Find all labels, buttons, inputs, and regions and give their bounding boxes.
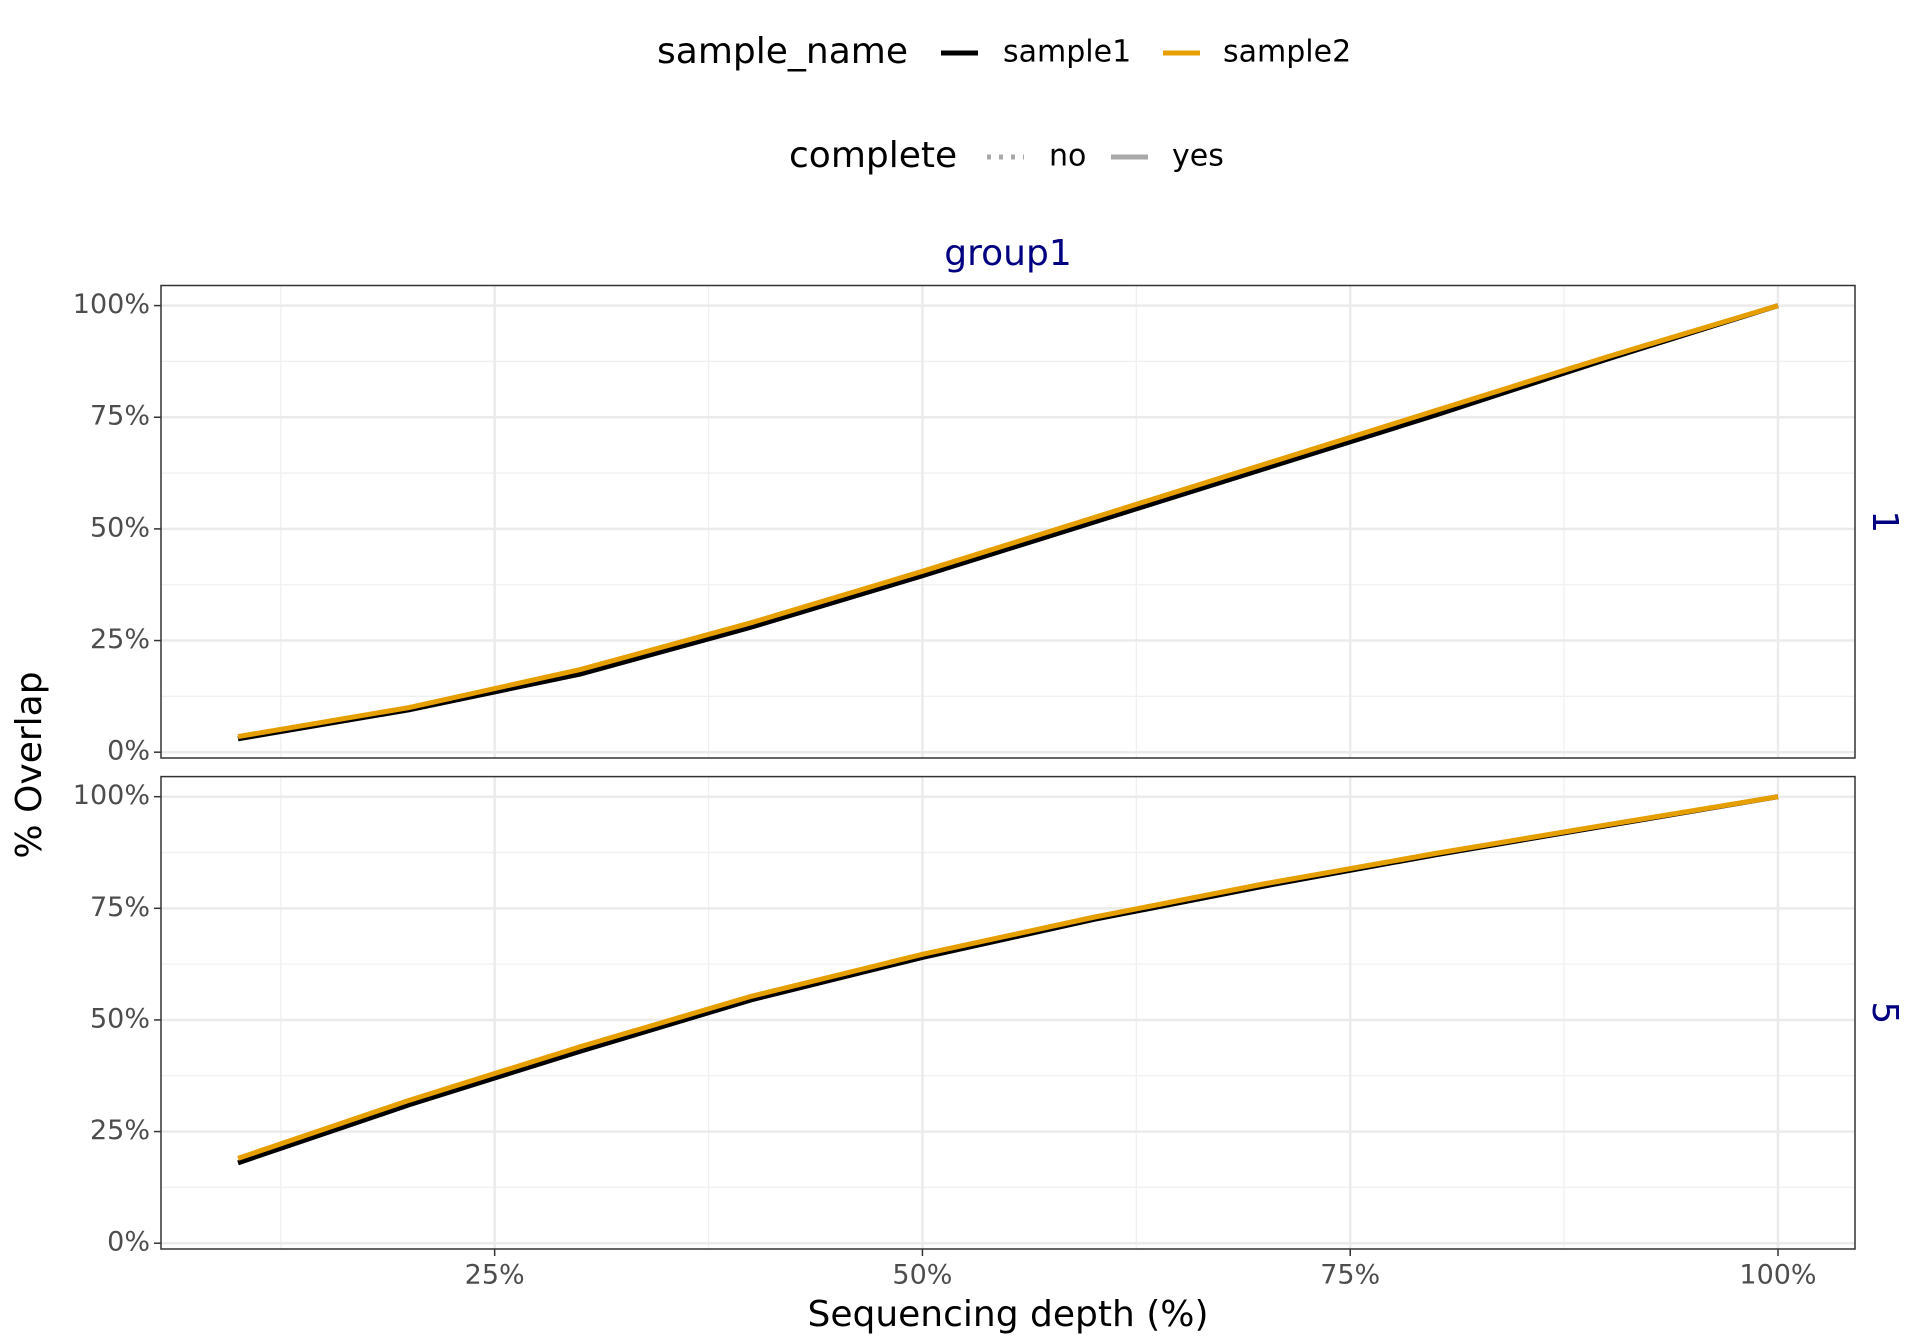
panel-background bbox=[161, 776, 1855, 1249]
y-tick-label: 75% bbox=[90, 892, 150, 923]
legend-label: no bbox=[1049, 139, 1086, 174]
y-tick-label: 25% bbox=[90, 624, 150, 655]
facet-label: 1 bbox=[1864, 510, 1905, 533]
x-tick-label: 100% bbox=[1739, 1260, 1816, 1291]
x-axis-title: Sequencing depth (%) bbox=[807, 1294, 1208, 1335]
legend-label: yes bbox=[1172, 139, 1224, 174]
series-line bbox=[237, 794, 1779, 1161]
legend-label: sample2 bbox=[1223, 35, 1351, 70]
y-tick-label: 100% bbox=[73, 780, 150, 811]
y-tick-label: 25% bbox=[90, 1115, 150, 1146]
y-tick-label: 50% bbox=[90, 512, 150, 543]
series-line bbox=[237, 303, 1779, 742]
x-tick-label: 75% bbox=[1320, 1260, 1380, 1291]
linetype-legend-title: complete bbox=[789, 135, 957, 176]
legend-label: sample1 bbox=[1003, 35, 1131, 70]
y-tick-label: 75% bbox=[90, 401, 150, 432]
panel-border bbox=[160, 775, 1856, 1250]
y-tick-label: 0% bbox=[107, 1227, 150, 1258]
x-tick-label: 25% bbox=[465, 1260, 525, 1291]
strip-title: group1 bbox=[944, 233, 1071, 274]
series-line bbox=[237, 303, 1779, 740]
panel-background bbox=[161, 285, 1855, 758]
x-tick-label: 50% bbox=[892, 1260, 952, 1291]
y-axis-title: % Overlap bbox=[9, 671, 50, 858]
color-legend-title: sample_name bbox=[657, 31, 908, 72]
y-tick-label: 100% bbox=[73, 289, 150, 320]
y-tick-label: 50% bbox=[90, 1003, 150, 1034]
y-tick-label: 0% bbox=[107, 736, 150, 767]
facet-label: 5 bbox=[1864, 1001, 1905, 1024]
panel-border bbox=[160, 284, 1856, 759]
